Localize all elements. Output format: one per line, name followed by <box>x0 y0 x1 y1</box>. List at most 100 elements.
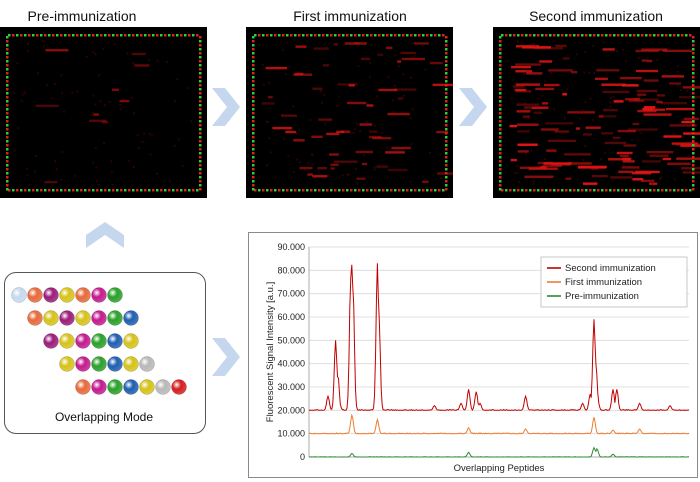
control-spot <box>318 34 321 37</box>
control-spot <box>499 64 502 67</box>
spot <box>137 146 140 149</box>
control-spot <box>445 116 448 119</box>
control-spot <box>199 96 202 99</box>
control-spot <box>120 189 123 192</box>
spot <box>406 113 409 116</box>
spot <box>148 132 151 135</box>
control-spot <box>6 176 9 179</box>
control-spot <box>199 160 202 163</box>
control-spot <box>199 152 202 155</box>
spot-cluster <box>565 177 572 180</box>
control-spot <box>20 34 23 37</box>
control-spot <box>199 184 202 187</box>
control-spot <box>199 48 202 51</box>
control-spot <box>60 189 63 192</box>
control-spot <box>172 34 175 37</box>
control-spot <box>577 189 580 192</box>
control-spot <box>509 189 512 192</box>
legend: Second immunization First immunization Pre… <box>540 256 688 308</box>
spot <box>110 160 113 163</box>
control-spot <box>354 189 357 192</box>
control-spot <box>533 189 536 192</box>
spot-cluster <box>623 144 637 147</box>
control-spot <box>40 34 43 37</box>
spot-cluster <box>514 88 527 92</box>
control-spot <box>144 34 147 37</box>
spot <box>60 74 63 77</box>
control-spot <box>366 189 369 192</box>
control-spot <box>525 34 528 37</box>
control-spot <box>298 34 301 37</box>
spot <box>544 80 547 83</box>
spot <box>404 58 407 61</box>
control-spot <box>199 156 202 159</box>
spot <box>402 94 405 97</box>
spot-cluster <box>633 98 659 101</box>
spot-cluster <box>643 106 656 109</box>
control-spot <box>6 96 9 99</box>
control-spot <box>252 128 255 131</box>
control-spot <box>6 72 9 75</box>
control-spot <box>278 189 281 192</box>
control-spot <box>282 34 285 37</box>
spot <box>92 50 95 53</box>
control-spot <box>358 189 361 192</box>
spot <box>392 99 395 102</box>
spot-cluster <box>333 160 358 163</box>
control-spot <box>72 189 75 192</box>
spot-cluster <box>604 141 627 145</box>
control-spot <box>6 40 9 43</box>
control-spot <box>252 96 255 99</box>
spot <box>261 63 264 66</box>
control-spot <box>499 172 502 175</box>
control-spot <box>326 189 329 192</box>
spot-cluster <box>391 146 411 150</box>
control-spot <box>434 189 437 192</box>
control-spot <box>390 34 393 37</box>
control-spot <box>406 189 409 192</box>
control-spot <box>499 92 502 95</box>
control-spot <box>499 40 502 43</box>
control-spot <box>692 100 695 103</box>
spot <box>409 180 412 183</box>
control-spot <box>322 189 325 192</box>
control-spot <box>561 34 564 37</box>
control-spot <box>661 34 664 37</box>
control-spot <box>499 140 502 143</box>
spot-cluster <box>387 168 408 172</box>
spot-cluster <box>622 157 632 161</box>
control-spot <box>108 189 111 192</box>
control-spot <box>390 189 393 192</box>
control-spot <box>692 184 695 187</box>
control-spot <box>402 189 405 192</box>
control-spot <box>499 164 502 167</box>
spot-cluster <box>516 103 540 106</box>
peptide-sphere <box>91 356 107 372</box>
spot-cluster <box>636 69 659 73</box>
control-spot <box>609 34 612 37</box>
spot-cluster <box>336 130 344 134</box>
control-spot <box>6 64 9 67</box>
control-spot <box>104 34 107 37</box>
spot <box>638 130 641 133</box>
spot-cluster <box>356 177 366 180</box>
spot-cluster <box>515 45 540 48</box>
control-spot <box>199 76 202 79</box>
control-spot <box>445 160 448 163</box>
control-spot <box>252 172 255 175</box>
spot <box>149 153 152 156</box>
control-spot <box>625 34 628 37</box>
control-spot <box>499 60 502 63</box>
peptide-sphere <box>139 356 155 372</box>
control-spot <box>254 34 257 37</box>
control-spot <box>100 189 103 192</box>
spot <box>119 103 122 106</box>
control-spot <box>692 112 695 115</box>
control-spot <box>533 34 536 37</box>
control-spot <box>521 189 524 192</box>
spot-cluster <box>643 113 672 116</box>
control-spot <box>199 88 202 91</box>
peptide-sphere <box>75 333 91 349</box>
control-spot <box>549 34 552 37</box>
control-spot <box>499 148 502 151</box>
